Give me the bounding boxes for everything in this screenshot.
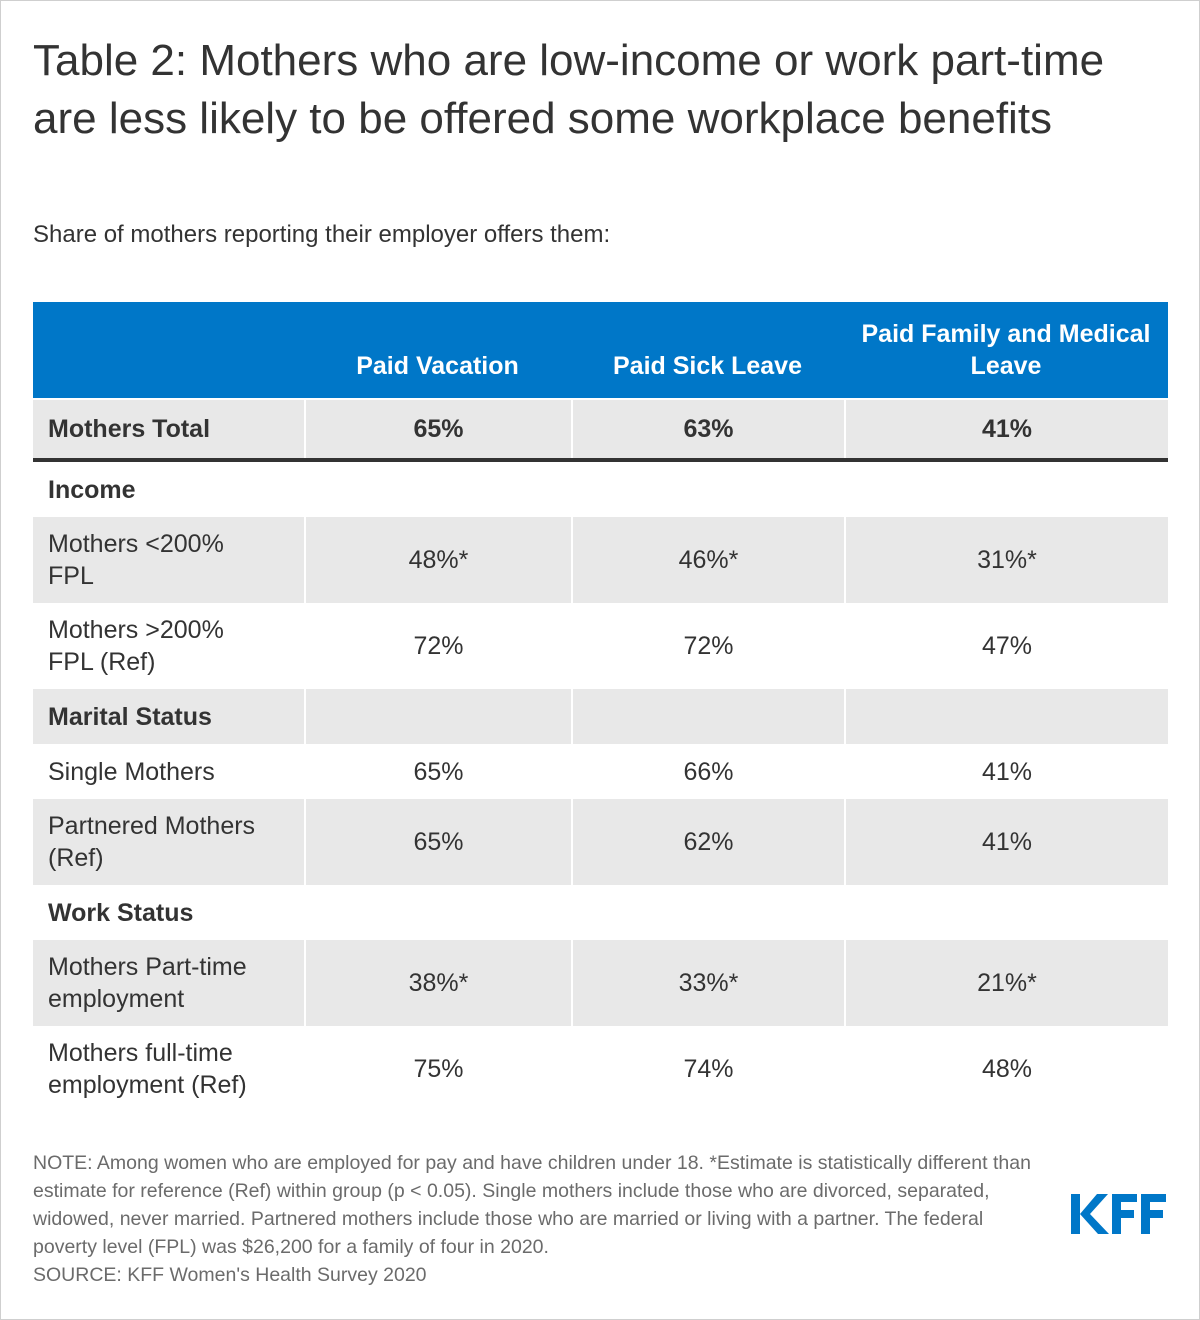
row-label: Marital Status: [33, 689, 304, 744]
value-cell-paid-vacation: 65%: [304, 400, 571, 458]
column-header-blank: [33, 302, 304, 398]
row-label: Partnered Mothers (Ref): [33, 799, 304, 885]
empty-cell: [571, 885, 844, 940]
table-row: Mothers <200% FPL 48%* 46%* 31%*: [33, 517, 1168, 603]
empty-cell: [304, 462, 571, 517]
empty-cell: [571, 689, 844, 744]
value-cell-paid-sick-leave: 46%*: [571, 517, 844, 603]
chart-title: Table 2: Mothers who are low-income or w…: [33, 36, 1105, 143]
data-table: Paid Vacation Paid Sick Leave Paid Famil…: [33, 302, 1168, 1112]
value-cell-paid-vacation: 75%: [304, 1026, 571, 1112]
table-header-row: Paid Vacation Paid Sick Leave Paid Famil…: [33, 302, 1168, 398]
table-row: Partnered Mothers (Ref) 65% 62% 41%: [33, 799, 1168, 885]
value-cell-paid-family-medical-leave: 48%: [844, 1026, 1168, 1112]
value-cell-paid-vacation: 38%*: [304, 940, 571, 1026]
empty-cell: [571, 462, 844, 517]
kff-logo-graphic: [1071, 1194, 1166, 1234]
row-label: Mothers full-time employment (Ref): [48, 1039, 247, 1099]
table-row: Mothers Part-time employment 38%* 33%* 21%*: [33, 940, 1168, 1026]
column-header-paid-sick-leave: Paid Sick Leave: [612, 352, 802, 380]
empty-cell: [304, 689, 571, 744]
value-cell-paid-family-medical-leave: 31%*: [844, 517, 1168, 603]
kff-logo: [1071, 1194, 1167, 1239]
value-cell-paid-vacation: 65%: [304, 799, 571, 885]
empty-cell: [844, 689, 1168, 744]
value-cell-paid-family-medical-leave: 41%: [844, 400, 1168, 458]
table-row: Single Mothers 65% 66% 41%: [33, 744, 1168, 799]
empty-cell: [844, 885, 1168, 940]
column-header-paid-family-medical-leave: Paid Family and Medical Leave: [861, 320, 1151, 380]
empty-cell: [304, 885, 571, 940]
chart-subtitle: Share of mothers reporting their employe…: [33, 221, 611, 248]
table-row: Mothers full-time employment (Ref) 75% 74%…: [33, 1026, 1168, 1112]
row-label: Mothers >200% FPL (Ref): [48, 616, 224, 676]
value-cell-paid-sick-leave: 74%: [571, 1026, 844, 1112]
value-cell-paid-family-medical-leave: 41%: [844, 744, 1168, 799]
value-cell-paid-family-medical-leave: 47%: [844, 603, 1168, 689]
row-label: Mothers Total: [33, 400, 304, 458]
value-cell-paid-sick-leave: 63%: [571, 400, 844, 458]
row-label: Mothers Part-time employment: [33, 940, 304, 1026]
group-header-row: Income: [33, 462, 1168, 517]
group-header-row: Work Status: [33, 885, 1168, 940]
source-text: SOURCE: KFF Women's Health Survey 2020: [33, 1264, 427, 1286]
value-cell-paid-sick-leave: 33%*: [571, 940, 844, 1026]
note-text: NOTE: Among women who are employed for p…: [33, 1152, 1031, 1258]
value-cell-paid-vacation: 48%*: [304, 517, 571, 603]
table-row: Mothers >200% FPL (Ref) 72% 72% 47%: [33, 603, 1168, 689]
row-label: Income: [48, 475, 136, 504]
value-cell-paid-sick-leave: 62%: [571, 799, 844, 885]
row-label: Single Mothers: [48, 757, 215, 786]
value-cell-paid-vacation: 65%: [304, 744, 571, 799]
group-header-row: Marital Status: [33, 689, 1168, 744]
table-body: Mothers Total 65% 63% 41% Income Mothers <200…: [33, 400, 1168, 1112]
total-divider-rule: [33, 458, 1168, 462]
notes-block: NOTE: Among women who are employed for p…: [33, 1149, 1043, 1289]
row-label: Work Status: [48, 898, 194, 927]
value-cell-paid-sick-leave: 72%: [571, 603, 844, 689]
value-cell-paid-family-medical-leave: 41%: [844, 799, 1168, 885]
row-label: Mothers <200% FPL: [33, 517, 304, 603]
empty-cell: [844, 462, 1168, 517]
value-cell-paid-vacation: 72%: [304, 603, 571, 689]
column-header-paid-vacation: Paid Vacation: [356, 352, 519, 380]
value-cell-paid-family-medical-leave: 21%*: [844, 940, 1168, 1026]
total-row: Mothers Total 65% 63% 41%: [33, 400, 1168, 458]
value-cell-paid-sick-leave: 66%: [571, 744, 844, 799]
